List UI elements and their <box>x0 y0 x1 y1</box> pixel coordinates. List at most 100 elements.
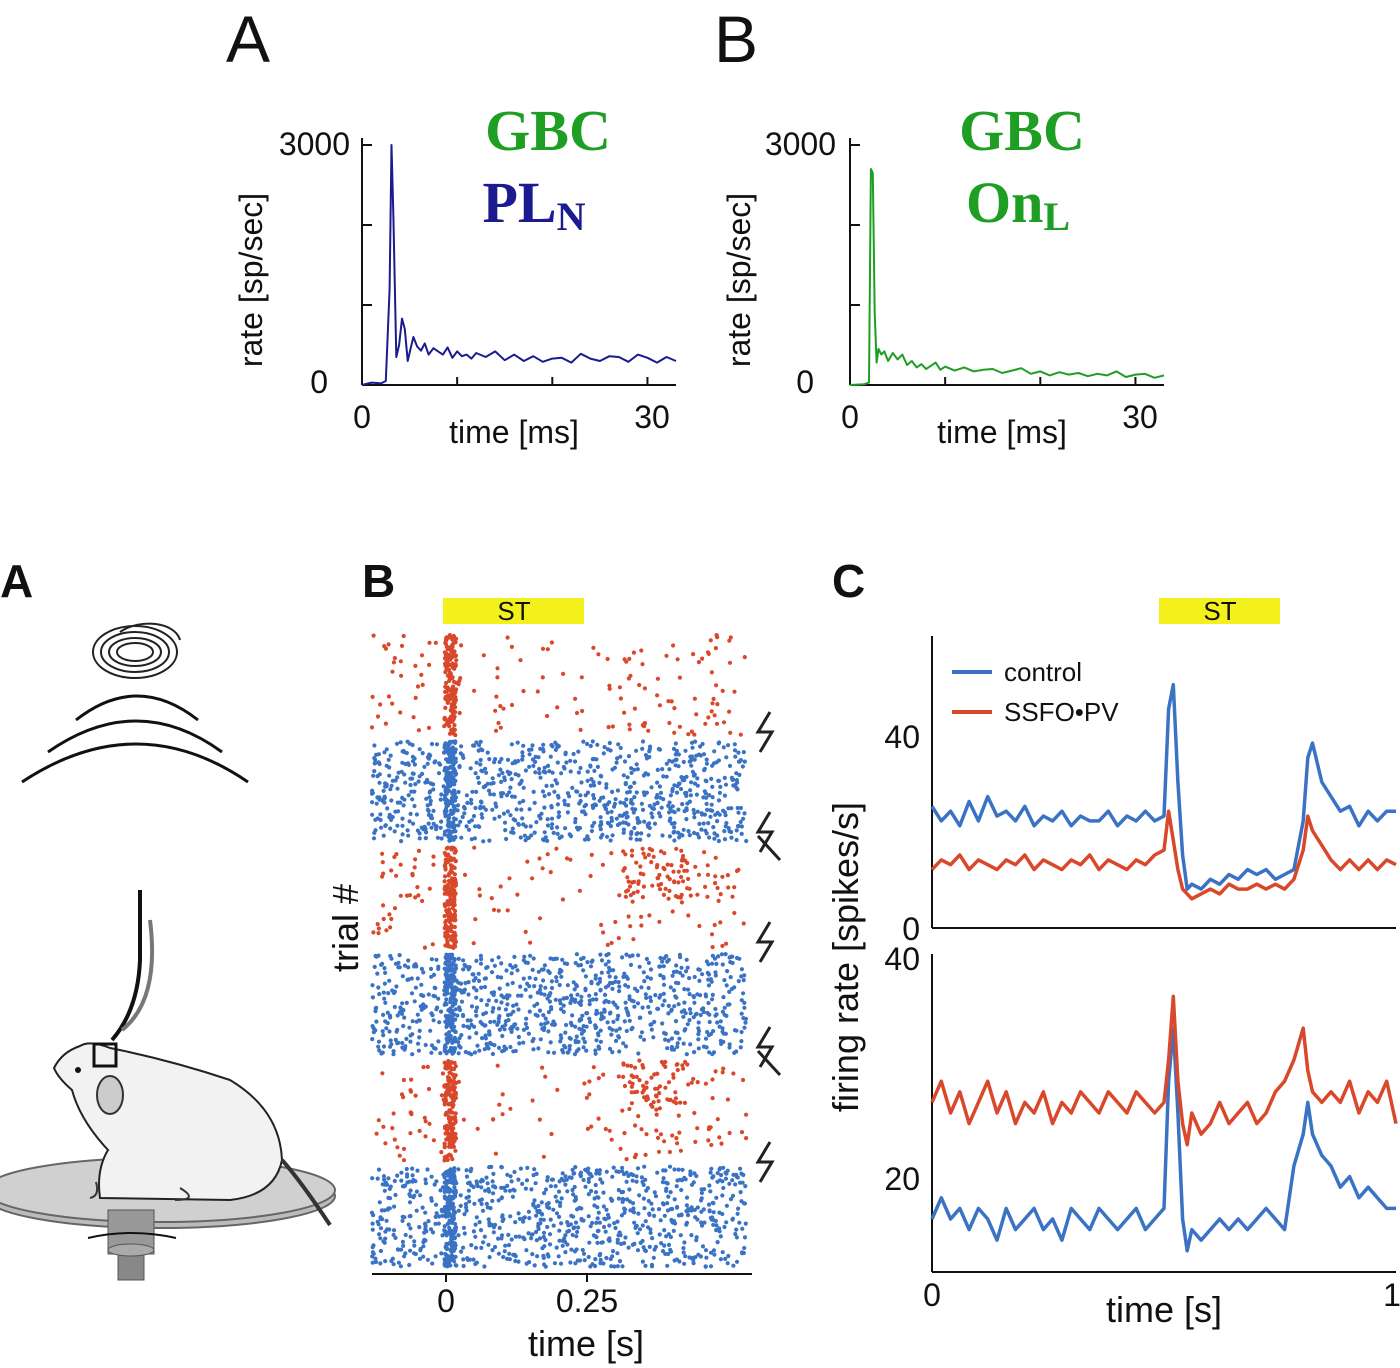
spike <box>531 789 536 795</box>
spike-late <box>685 1062 690 1067</box>
spike <box>605 747 611 752</box>
spike <box>573 960 578 966</box>
spike-late <box>673 1096 679 1101</box>
spike <box>436 1221 441 1226</box>
spike <box>582 1258 587 1263</box>
spike <box>425 1167 430 1172</box>
spike <box>694 792 700 797</box>
spike <box>635 1231 640 1236</box>
spike <box>634 748 639 753</box>
spike <box>648 998 654 1004</box>
spike <box>461 1225 466 1230</box>
spike <box>736 979 741 984</box>
spike-onset <box>448 886 454 892</box>
spike <box>658 790 664 795</box>
spike <box>585 1126 591 1131</box>
spike <box>436 996 441 1001</box>
spike-onset <box>452 1024 457 1029</box>
spike <box>689 763 694 768</box>
spike <box>658 814 663 819</box>
spike <box>509 742 514 747</box>
spike <box>732 910 737 916</box>
spike <box>598 1257 603 1263</box>
spike <box>408 1226 413 1231</box>
spike <box>686 732 691 737</box>
spike <box>694 1235 699 1240</box>
spike <box>370 1260 375 1265</box>
spike <box>670 809 675 814</box>
spike <box>677 1259 682 1264</box>
spike <box>469 1183 474 1188</box>
spike <box>396 965 401 970</box>
spike <box>694 1173 699 1179</box>
spike <box>503 1007 508 1012</box>
spike <box>742 1235 748 1240</box>
spike <box>658 1132 664 1137</box>
spike <box>739 831 744 837</box>
spike <box>602 803 607 808</box>
spike-onset <box>446 1013 451 1019</box>
spike <box>489 1222 495 1228</box>
spike <box>433 824 438 829</box>
spike-onset <box>453 1007 458 1012</box>
spike <box>733 1182 738 1187</box>
spike <box>492 1019 497 1024</box>
spike <box>510 1194 515 1199</box>
spike <box>630 806 635 811</box>
spike <box>483 1188 488 1193</box>
spike <box>464 1195 469 1200</box>
spike <box>594 1168 599 1173</box>
spike <box>637 964 642 969</box>
spike <box>395 1027 400 1032</box>
spike <box>706 715 711 720</box>
spike <box>599 958 605 963</box>
spike <box>484 1201 489 1206</box>
spike <box>474 995 479 1000</box>
spike <box>424 796 429 801</box>
spike <box>740 1226 745 1231</box>
spike-onset <box>452 700 457 705</box>
spike <box>479 1185 484 1190</box>
spike <box>403 1232 408 1238</box>
spike-onset <box>446 1231 451 1236</box>
spike <box>635 1001 641 1006</box>
spike <box>717 790 723 796</box>
spike <box>399 839 404 844</box>
spike <box>548 1040 553 1045</box>
spike <box>387 765 392 770</box>
spike-onset <box>449 1248 454 1253</box>
spike <box>373 760 378 766</box>
spike <box>659 805 664 810</box>
spike <box>398 1264 403 1269</box>
spike <box>605 656 610 662</box>
spike <box>400 1040 405 1046</box>
spike <box>732 748 738 753</box>
spike <box>386 642 391 647</box>
spike <box>515 892 520 897</box>
spike <box>735 1211 740 1216</box>
spike <box>500 1092 505 1097</box>
spike <box>727 989 732 995</box>
spike <box>646 824 651 829</box>
spike <box>695 832 700 837</box>
spike <box>676 1167 681 1172</box>
spike <box>587 1240 592 1245</box>
spike <box>523 1186 529 1191</box>
spike <box>604 1169 609 1174</box>
spike <box>588 1171 593 1177</box>
spike <box>549 825 554 831</box>
spike <box>496 908 501 913</box>
spike <box>616 1196 622 1201</box>
spike <box>741 978 746 983</box>
spike <box>499 1165 504 1170</box>
spike <box>673 741 678 746</box>
spike <box>581 1036 586 1041</box>
spike <box>389 1042 394 1047</box>
spike <box>546 1029 551 1034</box>
spike <box>415 885 420 890</box>
spike-onset <box>452 727 457 732</box>
spike-onset <box>442 1141 447 1146</box>
spike-late <box>629 1084 635 1089</box>
spike <box>400 974 405 979</box>
spike <box>417 1035 422 1040</box>
